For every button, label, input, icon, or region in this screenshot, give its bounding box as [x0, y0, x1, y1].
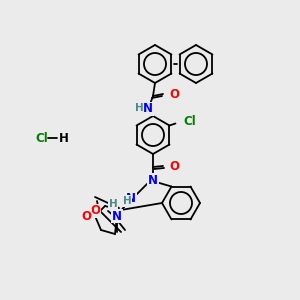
Text: N: N [126, 191, 136, 205]
Text: N: N [112, 209, 122, 223]
Text: O: O [90, 205, 100, 218]
Text: O: O [81, 209, 91, 223]
Text: Cl: Cl [35, 131, 48, 145]
Text: N: N [148, 173, 158, 187]
Text: H: H [109, 199, 117, 209]
Text: Cl: Cl [184, 115, 196, 128]
Text: O: O [169, 160, 179, 172]
Text: H: H [135, 103, 143, 113]
Text: O: O [169, 88, 179, 100]
Text: N: N [112, 209, 122, 223]
Text: N: N [143, 103, 153, 116]
Text: H: H [59, 131, 69, 145]
Text: H: H [123, 196, 132, 206]
